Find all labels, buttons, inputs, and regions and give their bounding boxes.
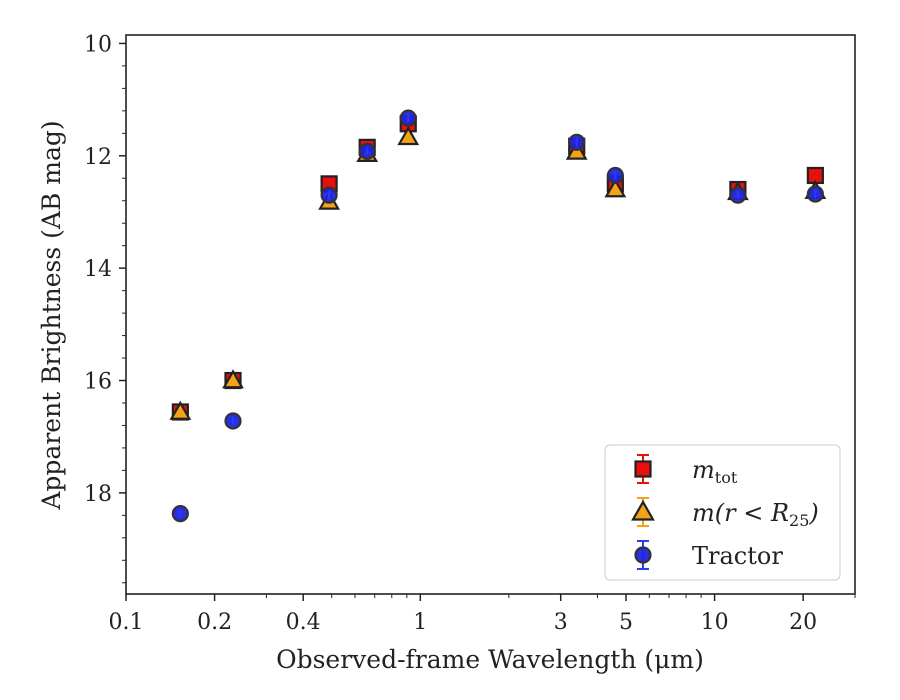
x-tick-label: 3 — [554, 610, 568, 635]
marker-square — [634, 460, 652, 478]
legend-marker-triangle — [631, 499, 655, 521]
data-point-tractor — [320, 186, 338, 204]
legend-label: m(r < R25) — [692, 499, 819, 530]
legend-marker-square — [634, 460, 652, 478]
x-tick-label: 0.4 — [286, 610, 321, 635]
data-point-m-r25 — [169, 400, 192, 420]
x-tick-label: 5 — [619, 610, 633, 635]
y-tick-label: 18 — [84, 482, 112, 507]
data-point-m-r25 — [222, 369, 244, 389]
data-point-tractor — [806, 185, 824, 203]
y-tick-label: 10 — [84, 32, 112, 57]
legend-frame — [604, 444, 841, 581]
x-tick-label: 0.2 — [197, 610, 232, 635]
data-point-tractor — [171, 505, 189, 523]
legend-label: Tractor — [692, 542, 783, 570]
x-tick-label: 20 — [789, 610, 817, 635]
legend-marker-circle — [634, 546, 652, 564]
legend-label: mtot — [692, 456, 738, 487]
marker-circle — [634, 546, 652, 564]
y-tick-label: 12 — [84, 145, 112, 170]
x-axis-label: Observed-frame Wavelength (μm) — [276, 645, 704, 674]
data-point-tractor — [224, 412, 242, 430]
marker-triangle — [631, 499, 655, 521]
data-point-m-r25 — [604, 178, 627, 198]
data-point-tractor — [568, 133, 586, 151]
x-tick-label: 1 — [413, 610, 427, 635]
y-tick-label: 14 — [84, 257, 112, 282]
legend: mtot m(r < R25) Tractor — [604, 444, 841, 581]
marks-layer — [169, 109, 827, 523]
x-tick-label: 10 — [701, 610, 729, 635]
x-tick-label: 0.1 — [109, 610, 144, 635]
y-tick-label: 16 — [84, 370, 112, 395]
plot-frame — [125, 34, 856, 595]
data-point-m-r25 — [397, 126, 420, 146]
data-point-tractor — [729, 186, 747, 204]
tick-layer: 0.1 0.2 0.4 1 3 5 10 20 10 12 14 16 18 — [84, 32, 856, 635]
data-point-tractor — [358, 142, 376, 160]
data-point-tractor — [399, 109, 417, 127]
data-point-tractor — [606, 166, 624, 185]
y-axis-label: Apparent Brightness (AB mag) — [37, 120, 66, 510]
